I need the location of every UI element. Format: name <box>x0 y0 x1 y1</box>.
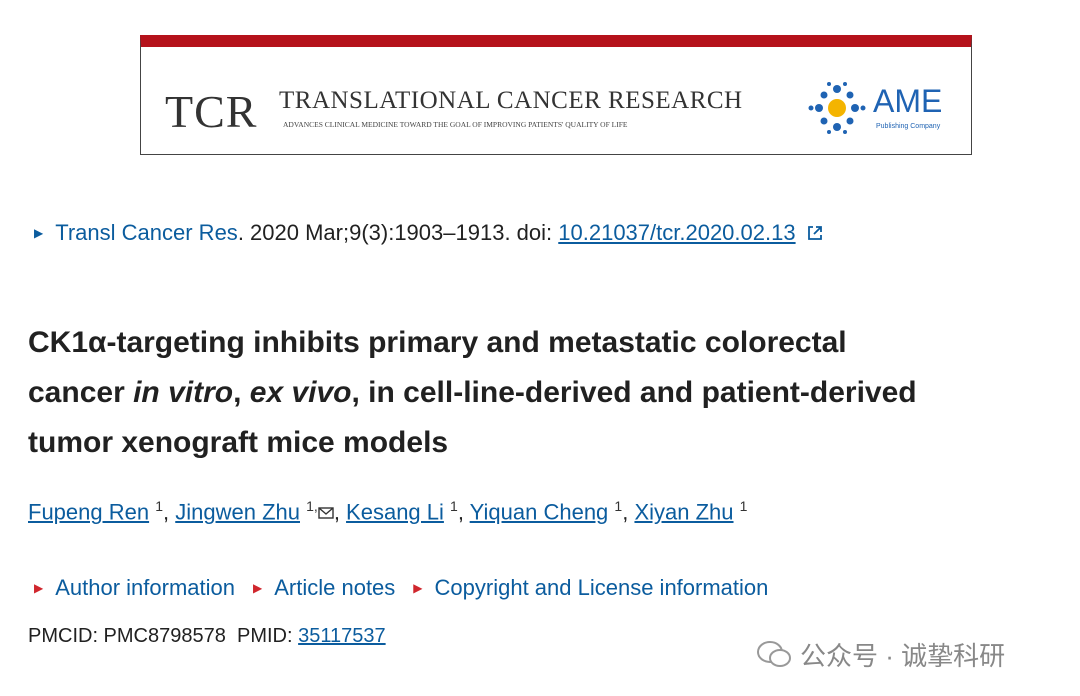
author-link[interactable]: Xiyan Zhu <box>634 499 734 525</box>
watermark-text: 公众号 · 诚挚科研 <box>800 641 1006 671</box>
title-segment: tumor xenograft mice models <box>28 426 449 459</box>
watermark: 公众号 · 诚挚科研 <box>756 636 1005 673</box>
journal-banner: TCR TRANSLATIONAL CANCER RESEARCH ADVANC… <box>140 35 972 155</box>
info-link[interactable]: Copyright and License information <box>434 575 769 600</box>
author-affiliation: 1, <box>306 498 318 514</box>
pmid-link[interactable]: 35117537 <box>298 625 386 647</box>
expand-icon: ▶ <box>34 581 44 595</box>
title-segment: in vitro <box>133 376 234 409</box>
article-title: CK1α-targeting inhibits primary and meta… <box>28 318 917 468</box>
doi-link[interactable]: 10.21037/tcr.2020.02.13 <box>558 220 796 245</box>
ame-icon <box>808 82 866 134</box>
expand-icon: ▶ <box>253 581 263 595</box>
email-icon[interactable] <box>318 507 334 520</box>
journal-tagline: ADVANCES CLINICAL MEDICINE TOWARD THE GO… <box>283 120 628 129</box>
title-segment: CK1α-targeting inhibits primary and meta… <box>28 326 847 359</box>
author-link[interactable]: Yiquan Cheng <box>469 499 609 525</box>
title-segment: , in cell-line-derived and patient-deriv… <box>351 376 917 409</box>
article-ids: PMCID: PMC8798578 PMID: 35117537 <box>28 625 386 648</box>
pmcid: PMCID: PMC8798578 <box>28 625 226 647</box>
citation-details: . 2020 Mar;9(3):1903–1913. doi: <box>237 220 559 245</box>
author-link[interactable]: Kesang Li <box>346 499 444 525</box>
info-item: ▶ Copyright and License information <box>413 575 768 600</box>
info-link[interactable]: Article notes <box>274 575 396 600</box>
title-line: CK1α-targeting inhibits primary and meta… <box>28 318 917 368</box>
publisher-sub: Publishing Company <box>876 123 941 130</box>
publisher-name: AME <box>873 83 943 119</box>
author-list: Fupeng Ren 1, Jingwen Zhu 1,, Kesang Li … <box>28 498 748 525</box>
info-links: ▶ Author information ▶ Article notes ▶ Copyri… <box>34 575 786 601</box>
title-segment: , <box>233 376 250 409</box>
author-link[interactable]: Jingwen Zhu <box>175 499 300 525</box>
info-link[interactable]: Author information <box>55 575 235 600</box>
author-link[interactable]: Fupeng Ren <box>28 499 150 525</box>
title-line: tumor xenograft mice models <box>28 418 917 468</box>
external-link-icon <box>807 226 822 240</box>
info-item: ▶ Author information <box>34 575 235 600</box>
author-affiliation: 1 <box>155 498 164 514</box>
expand-icon: ▶ <box>413 581 423 595</box>
title-segment: ex vivo <box>249 376 352 409</box>
author-affiliation: 1 <box>614 498 623 514</box>
expand-icon: ▶ <box>34 226 44 240</box>
info-item: ▶ Article notes <box>253 575 395 600</box>
author-affiliation: 1 <box>450 498 458 514</box>
title-segment: cancer <box>28 376 134 409</box>
pmid-label: PMID: <box>237 625 293 647</box>
journal-name: TRANSLATIONAL CANCER RESEARCH <box>279 87 743 114</box>
citation: ▶ Transl Cancer Res. 2020 Mar;9(3):1903–1… <box>34 220 824 246</box>
author-affiliation: 1 <box>739 498 748 514</box>
journal-link[interactable]: Transl Cancer Res <box>55 220 238 245</box>
tcr-logo: TCR <box>165 86 258 137</box>
title-line: cancer in vitro, ex vivo, in cell-line-d… <box>28 368 917 418</box>
wechat-icon <box>757 641 791 667</box>
